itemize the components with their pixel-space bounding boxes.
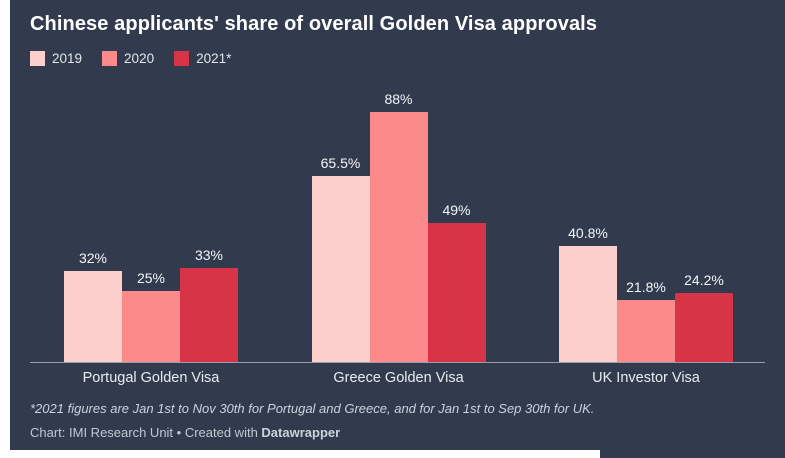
legend-label: 2019 xyxy=(52,51,83,66)
bar-value-label: 88% xyxy=(384,91,413,107)
legend-item-2021: 2021* xyxy=(174,51,231,66)
bar-value-label: 32% xyxy=(78,250,108,266)
bar-group: 40.8% 21.8% 24.2% xyxy=(559,225,733,362)
bar-2019-1[interactable] xyxy=(311,176,370,362)
bar-column: 24.2% xyxy=(675,272,733,362)
bar-group: 32% 25% 33% xyxy=(64,247,238,362)
datawrapper-link[interactable]: Datawrapper xyxy=(261,425,341,440)
legend-item-2019: 2019 xyxy=(30,51,82,66)
category-label: Portugal Golden Visa xyxy=(82,370,220,386)
bar-2019-0[interactable] xyxy=(64,271,122,362)
bar-value-label: 40.8% xyxy=(568,225,608,241)
category-label: Greece Golden Visa xyxy=(333,370,464,386)
plot-area: 32% 25% 33% 65.5% 88% 49% 40.8% 21.8% 24.2% xyxy=(30,68,765,363)
bar-2020-0[interactable] xyxy=(122,291,180,362)
bar-column: 33% xyxy=(180,247,238,362)
bar-value-label: 33% xyxy=(194,247,224,263)
page-title: Chinese applicants' share of overall Gol… xyxy=(30,13,598,35)
legend-swatch-icon xyxy=(174,51,190,66)
category-label: UK Investor Visa xyxy=(592,370,700,386)
bar-2021-0[interactable] xyxy=(180,268,238,362)
bar-column: 65.5% xyxy=(311,155,370,362)
background-artifact xyxy=(600,450,785,458)
byline: Chart: IMI Research Unit • Created with … xyxy=(30,425,765,440)
bar-2019-2[interactable] xyxy=(559,246,617,362)
bar-column: 32% xyxy=(64,250,122,362)
bar-column: 40.8% xyxy=(559,225,617,362)
legend: 2019 2020 2021* xyxy=(30,51,765,66)
bar-value-label: 21.8% xyxy=(626,279,666,295)
bar-value-label: 65.5% xyxy=(320,155,361,171)
bar-group: 65.5% 88% 49% xyxy=(311,91,486,362)
bar-column: 88% xyxy=(369,91,428,362)
legend-label: 2021* xyxy=(196,51,232,66)
bar-value-label: 25% xyxy=(136,270,166,286)
bar-column: 49% xyxy=(427,202,486,362)
legend-label: 2020 xyxy=(124,51,155,66)
bar-2020-1[interactable] xyxy=(369,112,428,362)
legend-swatch-icon xyxy=(30,51,45,66)
footnote: *2021 figures are Jan 1st to Nov 30th fo… xyxy=(30,401,595,416)
bar-2020-2[interactable] xyxy=(617,300,675,362)
bar-2021-1[interactable] xyxy=(427,223,486,362)
chart-card: Chinese applicants' share of overall Gol… xyxy=(10,0,785,450)
byline-prefix: Chart: IMI Research Unit • Created with xyxy=(30,425,262,440)
category-row: Portugal Golden Visa Greece Golden Visa UK… xyxy=(30,370,765,386)
bar-value-label: 49% xyxy=(442,202,471,218)
bar-column: 21.8% xyxy=(617,279,675,362)
bar-column: 25% xyxy=(122,270,180,362)
legend-swatch-icon xyxy=(102,51,118,66)
bar-value-label: 24.2% xyxy=(684,272,724,288)
legend-item-2020: 2020 xyxy=(102,51,154,66)
bar-2021-2[interactable] xyxy=(675,293,733,362)
